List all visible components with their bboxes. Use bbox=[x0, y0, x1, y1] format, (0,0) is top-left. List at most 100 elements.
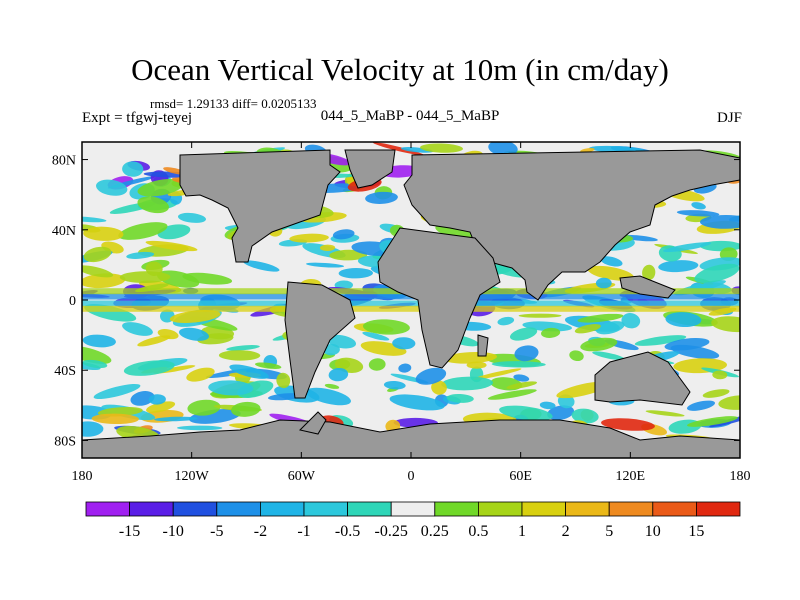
field-patch bbox=[664, 338, 710, 351]
field-patch bbox=[547, 405, 575, 421]
field-patch bbox=[595, 277, 612, 289]
field-patch bbox=[148, 394, 166, 405]
field-patch bbox=[700, 214, 740, 229]
colorbar-label: -2 bbox=[254, 523, 267, 540]
field-patch bbox=[488, 142, 518, 156]
field-patch bbox=[587, 265, 634, 281]
field-patch bbox=[431, 380, 447, 395]
field-patch bbox=[513, 374, 530, 382]
colorbar: -15 -10 -5 -2 -1 -0.5 -0.25 0.25 0.5 1 2 5 10 15 bbox=[85, 501, 741, 540]
colorbar-label: -5 bbox=[210, 523, 223, 540]
field-patch bbox=[665, 312, 702, 328]
colorbar-swatch bbox=[390, 501, 436, 517]
field-patch bbox=[569, 350, 584, 362]
field-patch bbox=[712, 370, 728, 380]
field-patch bbox=[600, 256, 623, 267]
land-antarctic-peninsula bbox=[299, 411, 327, 435]
lat-tick-label: 0 bbox=[69, 294, 76, 309]
field-patch bbox=[663, 242, 712, 253]
field-patch bbox=[137, 178, 184, 197]
field-patch bbox=[687, 416, 738, 427]
colorbar-label: -0.25 bbox=[375, 523, 408, 540]
chart-title: Ocean Vertical Velocity at 10m (in cm/da… bbox=[131, 52, 669, 87]
field-patch bbox=[466, 361, 487, 369]
colorbar-swatch bbox=[172, 501, 218, 517]
field-patch bbox=[580, 337, 618, 352]
equatorial-band bbox=[82, 300, 740, 307]
lon-tick-label: 60E bbox=[509, 469, 532, 484]
field-patch bbox=[177, 425, 223, 431]
field-patch bbox=[82, 265, 114, 278]
lat-tick-label: 80N bbox=[52, 154, 76, 169]
field-patch bbox=[146, 401, 176, 413]
lon-tick-label: 180 bbox=[730, 469, 751, 484]
lon-tick-label: 120W bbox=[175, 469, 210, 484]
field-patch bbox=[255, 362, 282, 369]
field-patch bbox=[634, 335, 687, 346]
field-patch bbox=[218, 350, 261, 361]
field-patch bbox=[383, 380, 406, 390]
lon-tick-label: 60W bbox=[288, 469, 316, 484]
field-patch bbox=[362, 319, 410, 335]
field-patch bbox=[82, 421, 104, 437]
field-patch bbox=[154, 416, 198, 422]
field-patch bbox=[497, 316, 515, 326]
field-patch bbox=[229, 364, 269, 379]
field-patch bbox=[329, 249, 368, 261]
field-patch bbox=[541, 327, 561, 338]
colorbar-swatch bbox=[477, 501, 523, 517]
field-patch bbox=[276, 372, 291, 389]
field-patch bbox=[123, 360, 175, 376]
field-patch bbox=[137, 335, 171, 347]
equatorial-band bbox=[82, 305, 740, 312]
field-patch bbox=[157, 329, 179, 340]
colorbar-label: 15 bbox=[688, 523, 704, 540]
colorbar-swatch bbox=[521, 501, 566, 517]
colorbar-swatch bbox=[259, 501, 305, 517]
field-patch bbox=[119, 271, 171, 284]
field-patch bbox=[592, 351, 625, 361]
field-patch bbox=[177, 212, 207, 223]
field-patch bbox=[368, 358, 386, 371]
field-patch bbox=[267, 393, 303, 401]
colorbar-swatch bbox=[608, 501, 654, 517]
field-patch bbox=[82, 359, 108, 369]
land-north-america bbox=[179, 149, 341, 263]
field-patch bbox=[208, 380, 254, 396]
colorbar-label: -1 bbox=[297, 523, 310, 540]
field-patch bbox=[226, 345, 260, 351]
field-patch bbox=[595, 321, 625, 335]
land-madagascar bbox=[477, 334, 489, 357]
land-antarctica bbox=[82, 419, 740, 458]
field-patch bbox=[539, 401, 556, 410]
field-patch bbox=[514, 345, 539, 362]
field-patch bbox=[145, 240, 198, 252]
lon-tick-label: 120E bbox=[616, 469, 646, 484]
field-patch bbox=[509, 327, 538, 341]
field-patch bbox=[372, 142, 425, 156]
field-patch bbox=[169, 310, 221, 323]
subtitle: 044_5_MaBP - 044_5_MaBP bbox=[320, 108, 500, 124]
field-patch bbox=[389, 394, 445, 411]
colorbar-label: 0.25 bbox=[421, 523, 449, 540]
land-new-guinea bbox=[619, 275, 676, 299]
field-patch bbox=[686, 400, 716, 411]
field-patch bbox=[362, 331, 390, 341]
lon-tick-label: 180 bbox=[72, 469, 93, 484]
field-patch bbox=[621, 313, 641, 329]
field-patch bbox=[82, 216, 107, 223]
field-patch bbox=[82, 334, 116, 348]
lat-tick-label: 40N bbox=[52, 224, 76, 239]
field-patch bbox=[392, 337, 416, 350]
field-patch bbox=[118, 222, 168, 240]
field-patch bbox=[126, 251, 155, 259]
field-patch bbox=[420, 143, 463, 153]
field-patch bbox=[415, 367, 447, 385]
colorbar-label: 0.5 bbox=[468, 523, 488, 540]
field-patch bbox=[518, 313, 562, 318]
field-patch bbox=[702, 389, 730, 398]
field-patch bbox=[186, 367, 215, 382]
field-patch bbox=[83, 246, 112, 263]
colorbar-swatch bbox=[565, 501, 610, 517]
